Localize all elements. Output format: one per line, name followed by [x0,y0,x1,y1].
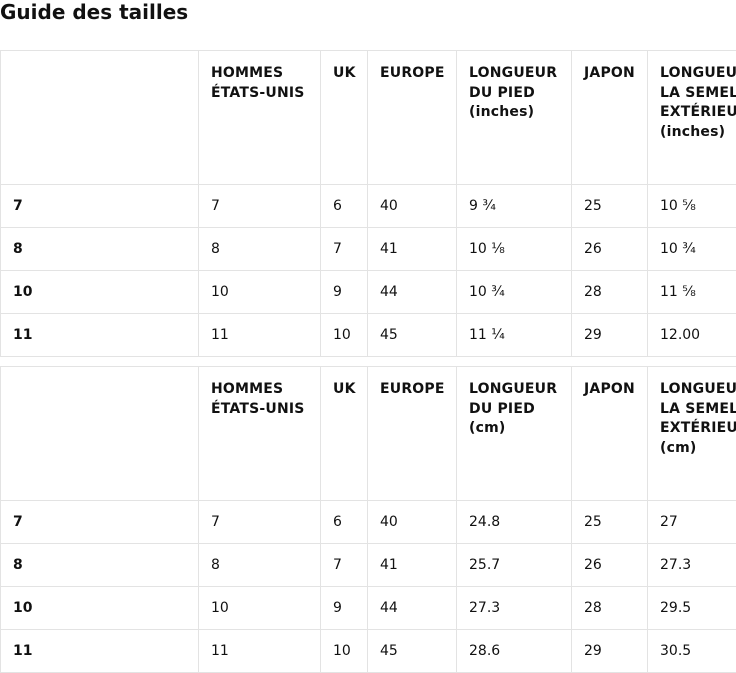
table-cell: 10 [1,271,199,314]
table-cell: 7 [1,501,199,544]
table-cell: 25 [572,185,648,228]
table-cell: 44 [368,587,457,630]
table-cell: 11 ⅝ [648,271,736,314]
table-cell: 10 [321,314,368,357]
table-cell: 28.6 [457,630,572,673]
table-cell: 11 ¼ [457,314,572,357]
table-cell: 11 [1,630,199,673]
table-cell: 6 [321,501,368,544]
table-cell: 7 [199,501,321,544]
table-cell: 45 [368,314,457,357]
table-cell: 6 [321,185,368,228]
page-title: Guide des tailles [0,0,188,24]
table-cell: 8 [1,228,199,271]
table-cell: 40 [368,185,457,228]
table-cell: 29 [572,630,648,673]
header-cell: EUROPE [368,367,457,501]
table-cell: 7 [321,228,368,271]
table-cell: 24.8 [457,501,572,544]
table-cell: 27 [648,501,736,544]
table-cell: 11 [199,630,321,673]
header-cell: HOMMES ÉTATS-UNIS [199,51,321,185]
table-cell: 10 ¾ [648,228,736,271]
table-cell: 7 [1,185,199,228]
table-cell: 8 [199,228,321,271]
table-cell: 10 [321,630,368,673]
table-cell: 25 [572,501,648,544]
header-cell: LONGUEUR DE LA SEMELLE EXTÉRIEURE (cm) [648,367,736,501]
table-cell: 7 [321,544,368,587]
header-cell [1,367,199,501]
table-cell: 10 [199,271,321,314]
table-cell: 41 [368,228,457,271]
table-cell: 10 ¾ [457,271,572,314]
table-cell: 10 [1,587,199,630]
table-cell: 9 [321,271,368,314]
table-cell: 41 [368,544,457,587]
table-cell: 12.00 [648,314,736,357]
header-cell [1,51,199,185]
header-cell: UK [321,51,368,185]
table-cell: 10 [199,587,321,630]
header-cell: LONGUEUR DE LA SEMELLE EXTÉRIEURE (inche… [648,51,736,185]
table-cell: 30.5 [648,630,736,673]
header-cell: EUROPE [368,51,457,185]
table-cell: 27.3 [457,587,572,630]
table-cell: 29.5 [648,587,736,630]
table-cell: 9 ¾ [457,185,572,228]
table-cell: 26 [572,228,648,271]
table-cell: 8 [1,544,199,587]
table-cell: 26 [572,544,648,587]
table-cell: 44 [368,271,457,314]
table-cell: 40 [368,501,457,544]
table-cell: 11 [199,314,321,357]
table-cell: 45 [368,630,457,673]
header-cell: JAPON [572,51,648,185]
header-cell: LONGUEUR DU PIED (cm) [457,367,572,501]
table-cell: 25.7 [457,544,572,587]
table-cell: 28 [572,271,648,314]
table-cell: 29 [572,314,648,357]
header-cell: JAPON [572,367,648,501]
table-cell: 11 [1,314,199,357]
table-cell: 10 ⅝ [648,185,736,228]
table-cell: 9 [321,587,368,630]
table-cell: 8 [199,544,321,587]
table-cell: 7 [199,185,321,228]
table-cell: 10 ⅛ [457,228,572,271]
header-cell: HOMMES ÉTATS-UNIS [199,367,321,501]
table-cell: 28 [572,587,648,630]
header-cell: LONGUEUR DU PIED (inches) [457,51,572,185]
header-cell: UK [321,367,368,501]
table-cell: 27.3 [648,544,736,587]
